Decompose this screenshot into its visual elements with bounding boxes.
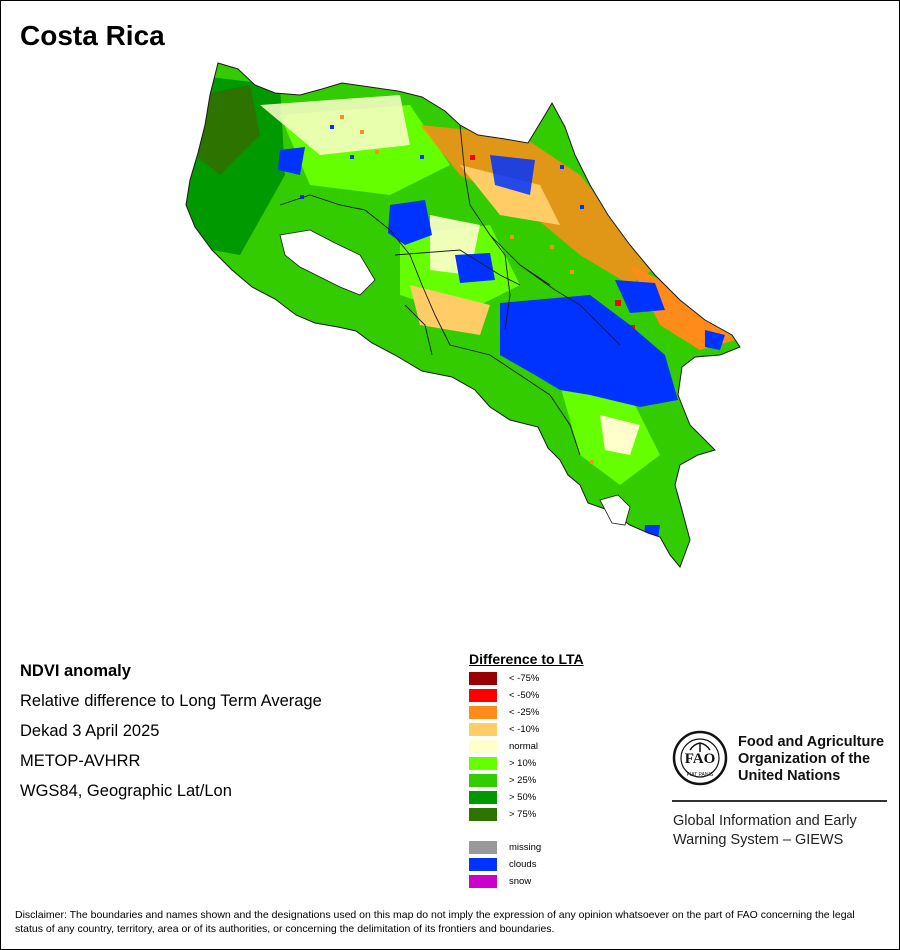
map-info: NDVI anomaly Relative difference to Long…: [20, 656, 322, 806]
legend-item: > 25%: [469, 772, 584, 789]
legend-label: snow: [509, 876, 532, 887]
legend-classes: < -75% < -50% < -25% < -10% normal > 10% > 25%…: [469, 670, 584, 823]
golfo-dulce: [599, 494, 631, 526]
legend-swatch: [469, 740, 497, 753]
fao-logo-icon: FAO FIAT PANIS: [672, 730, 728, 786]
legend-item: > 10%: [469, 755, 584, 772]
legend-item: < -25%: [469, 704, 584, 721]
legend-swatch: [469, 774, 497, 787]
legend-label: > 10%: [509, 758, 537, 769]
country-map: [185, 62, 741, 568]
legend-swatch: [469, 808, 497, 821]
svg-text:FIAT PANIS: FIAT PANIS: [687, 772, 714, 778]
legend-item: < -10%: [469, 721, 584, 738]
info-date: Dekad 3 April 2025: [20, 722, 160, 740]
legend-item: normal: [469, 738, 584, 755]
legend-label: > 75%: [509, 809, 537, 820]
map-title: Costa Rica: [20, 20, 165, 51]
legend-item: > 50%: [469, 789, 584, 806]
legend-swatch: [469, 689, 497, 702]
legend-label: missing: [509, 842, 542, 853]
gulf-of-nicoya: [279, 229, 376, 296]
fao-name-line: Organization of the: [738, 751, 871, 767]
fao-name-line: Food and Agriculture: [738, 734, 885, 750]
legend-swatch: [469, 858, 497, 871]
giews-name: Global Information and Early Warning Sys…: [673, 812, 900, 850]
info-sensor: METOP-AVHRR: [20, 752, 141, 770]
legend-item: snow: [469, 873, 584, 890]
info-product: NDVI anomaly: [20, 662, 131, 680]
legend-item: missing: [469, 839, 584, 856]
fao-divider: [672, 800, 887, 802]
legend-swatch: [469, 791, 497, 804]
legend-item: < -50%: [469, 687, 584, 704]
legend-item: clouds: [469, 856, 584, 873]
legend-extra: missing clouds snow: [469, 839, 584, 890]
legend-item: > 75%: [469, 806, 584, 823]
legend-label: < -50%: [509, 690, 540, 701]
fao-organization-name: Food and Agriculture Organization of the…: [738, 734, 900, 785]
disclaimer: Disclaimer: The boundaries and names sho…: [15, 909, 855, 935]
fao-name-line: United Nations: [738, 768, 841, 784]
legend-label: clouds: [509, 859, 537, 870]
giews-line: Warning System – GIEWS: [673, 832, 844, 848]
legend-title: Difference to LTA: [469, 651, 584, 667]
legend-item: < -75%: [469, 670, 584, 687]
info-projection: WGS84, Geographic Lat/Lon: [20, 782, 232, 800]
legend-swatch: [469, 672, 497, 685]
legend-label: > 50%: [509, 792, 537, 803]
legend-label: < -75%: [509, 673, 540, 684]
legend-label: < -10%: [509, 724, 540, 735]
legend-swatch: [469, 841, 497, 854]
svg-text:FAO: FAO: [685, 751, 716, 767]
legend-label: normal: [509, 741, 539, 752]
legend-label: < -25%: [509, 707, 540, 718]
legend-swatch: [469, 875, 497, 888]
legend: Difference to LTA < -75% < -50% < -25% < -1…: [469, 651, 584, 890]
giews-line: Global Information and Early: [673, 813, 857, 829]
info-description: Relative difference to Long Term Average: [20, 692, 322, 710]
province-boundaries: [279, 124, 621, 456]
ndvi-raster: [186, 63, 740, 567]
legend-swatch: [469, 706, 497, 719]
legend-swatch: [469, 757, 497, 770]
legend-swatch: [469, 723, 497, 736]
country-outline: [185, 62, 741, 568]
legend-label: > 25%: [509, 775, 537, 786]
